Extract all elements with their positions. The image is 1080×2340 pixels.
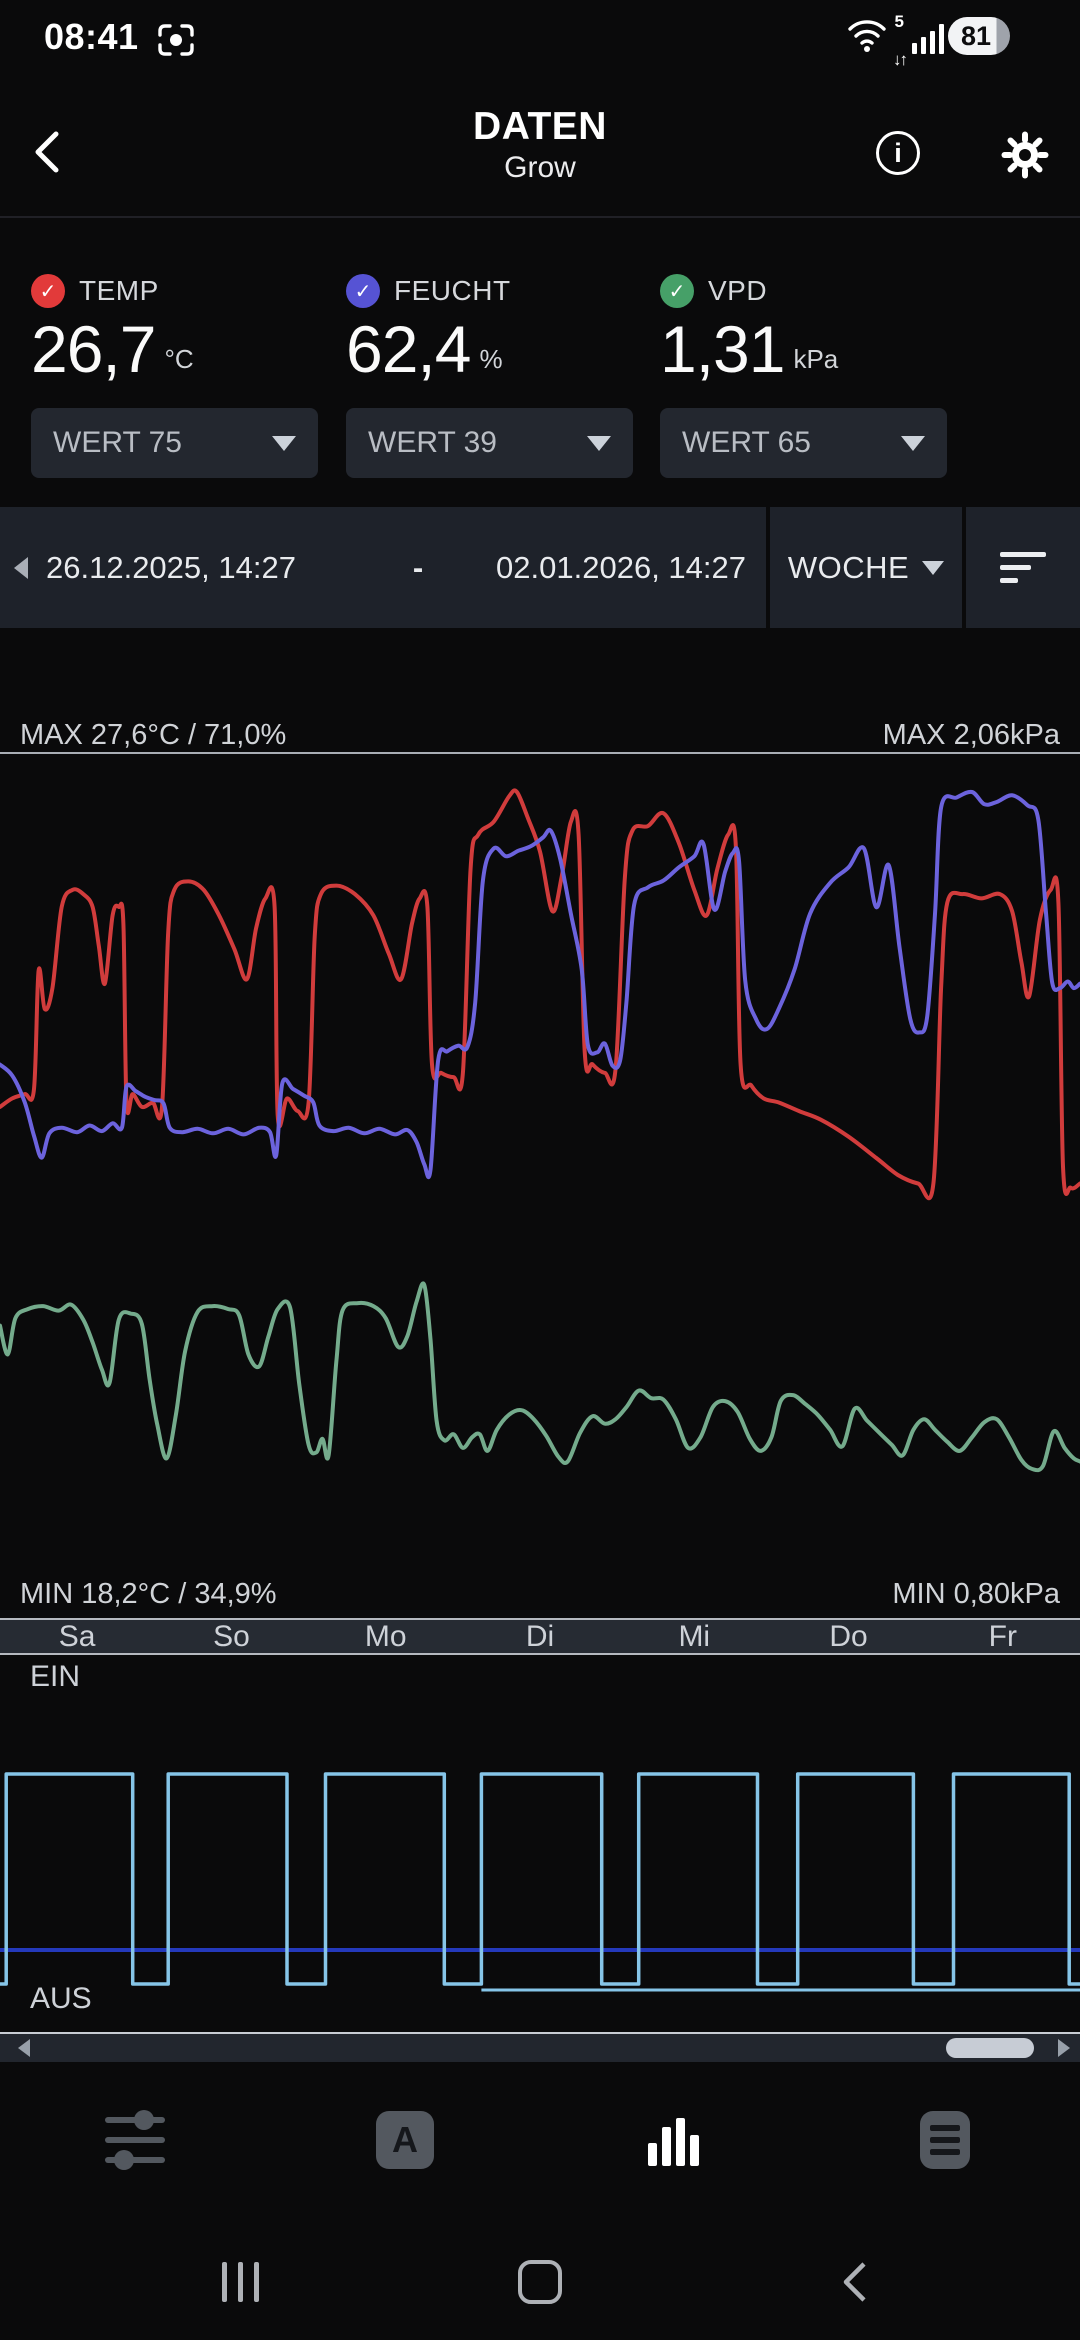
horizontal-scrollbar[interactable] <box>0 2034 1080 2062</box>
scrollbar-thumb[interactable] <box>946 2038 1034 2058</box>
tab-log-list[interactable] <box>900 2098 990 2182</box>
day-label: Di <box>525 1620 555 1653</box>
chart-max-right-label: MAX 2,06kPa <box>882 719 1060 751</box>
day-label: Do <box>829 1620 868 1653</box>
settings-button[interactable] <box>998 128 1052 182</box>
feucht-sensor-dropdown[interactable]: WERT 39 <box>346 408 633 478</box>
wifi-5g-label: 5 <box>894 12 904 31</box>
metric-label: TEMP <box>79 275 159 306</box>
chart-min-right-label: MIN 0,80kPa <box>892 1578 1060 1610</box>
day-label: Fr <box>988 1620 1017 1653</box>
chevron-left-icon <box>35 131 59 173</box>
vpd-sensor-dropdown[interactable]: WERT 65 <box>660 408 947 478</box>
screen-record-icon <box>156 22 196 58</box>
weekday-axis: Sa So Mo Di Mi Do Fr <box>0 1618 1080 1655</box>
info-icon: i <box>894 137 902 168</box>
nav-recents-button[interactable] <box>195 2252 285 2312</box>
scroll-right-arrow[interactable] <box>1058 2039 1070 2057</box>
range-separator: - <box>412 549 424 585</box>
day-label: Mo <box>364 1620 407 1653</box>
temp-check-icon[interactable]: ✓ <box>31 274 65 308</box>
signal-strength-icon <box>912 24 944 54</box>
sensor-line-chart <box>0 788 1080 1473</box>
scroll-left-arrow[interactable] <box>18 2039 30 2057</box>
home-icon <box>518 2260 562 2304</box>
day-label: So <box>213 1620 250 1653</box>
metric-card-feucht: ✓ FEUCHT 62,4 % WERT 39 <box>346 274 633 484</box>
feucht-check-icon[interactable]: ✓ <box>346 274 380 308</box>
chevron-down-icon <box>901 435 925 451</box>
range-start-date: 26.12.2025, 14:27 <box>46 549 296 585</box>
nav-back-button[interactable] <box>810 2252 900 2312</box>
day-label: Sa <box>58 1620 96 1653</box>
header-titles: DATEN Grow <box>0 104 1080 186</box>
header-divider <box>0 216 1080 218</box>
switch-square-wave-chart <box>0 1772 1080 1992</box>
chart-top-divider <box>0 752 1080 754</box>
back-button[interactable] <box>22 126 74 178</box>
chevron-down-icon <box>587 435 611 451</box>
metric-card-vpd: ✓ VPD 1,31 kPa WERT 65 <box>660 274 947 484</box>
date-range-bar[interactable]: 26.12.2025, 14:27 - 02.01.2026, 14:27 <box>0 507 766 628</box>
info-button[interactable]: i <box>876 131 920 175</box>
vpd-check-icon[interactable]: ✓ <box>660 274 694 308</box>
range-end-date: 02.01.2026, 14:27 <box>496 549 746 585</box>
page-title: DATEN <box>473 105 607 148</box>
log-list-icon <box>920 2111 970 2169</box>
metric-unit: % <box>479 344 503 374</box>
switch-off-label: AUS <box>30 1982 92 2015</box>
metric-unit: °C <box>164 344 194 374</box>
sort-icon <box>1000 552 1046 583</box>
chevron-down-icon <box>922 560 945 575</box>
page-subtitle: Grow <box>504 151 576 184</box>
chevron-left-icon <box>843 2262 866 2302</box>
sliders-icon <box>105 2110 165 2170</box>
recents-icon <box>221 2262 259 2302</box>
tab-settings-sliders[interactable] <box>90 2098 180 2182</box>
metric-label: FEUCHT <box>394 275 511 306</box>
temp-sensor-dropdown[interactable]: WERT 75 <box>31 408 318 478</box>
metric-unit: kPa <box>793 344 839 374</box>
auto-a-icon: A <box>376 2111 434 2169</box>
switch-on-label: EIN <box>30 1660 81 1693</box>
bar-chart-icon <box>648 2118 699 2166</box>
day-label: Mi <box>678 1620 711 1653</box>
metric-value: 26,7 <box>31 312 156 386</box>
tab-automation[interactable]: A <box>360 2098 450 2182</box>
tab-charts-active[interactable] <box>630 2098 720 2182</box>
metric-value: 62,4 <box>346 312 471 386</box>
nav-home-button[interactable] <box>495 2252 585 2312</box>
chart-max-left-label: MAX 27,6°C / 71,0% <box>20 719 287 751</box>
scrollbar-top-border <box>0 2032 1080 2034</box>
metric-card-temp: ✓ TEMP 26,7 °C WERT 75 <box>31 274 318 484</box>
sort-filter-button[interactable] <box>966 507 1080 628</box>
previous-period-icon[interactable] <box>14 556 28 579</box>
wifi-icon: 5 ↓↑ <box>846 12 908 69</box>
gear-icon <box>1001 131 1049 179</box>
metric-value: 1,31 <box>660 312 785 386</box>
wifi-traffic-arrows-icon: ↓↑ <box>893 50 908 69</box>
metric-label: VPD <box>708 275 768 306</box>
battery-percent: 81 <box>960 20 992 51</box>
status-time: 08:41 <box>44 16 139 57</box>
chart-min-left-label: MIN 18,2°C / 34,9% <box>20 1578 277 1610</box>
battery-indicator: 81 <box>948 17 1010 55</box>
period-dropdown[interactable]: WOCHE <box>770 507 962 628</box>
chevron-down-icon <box>272 435 296 451</box>
